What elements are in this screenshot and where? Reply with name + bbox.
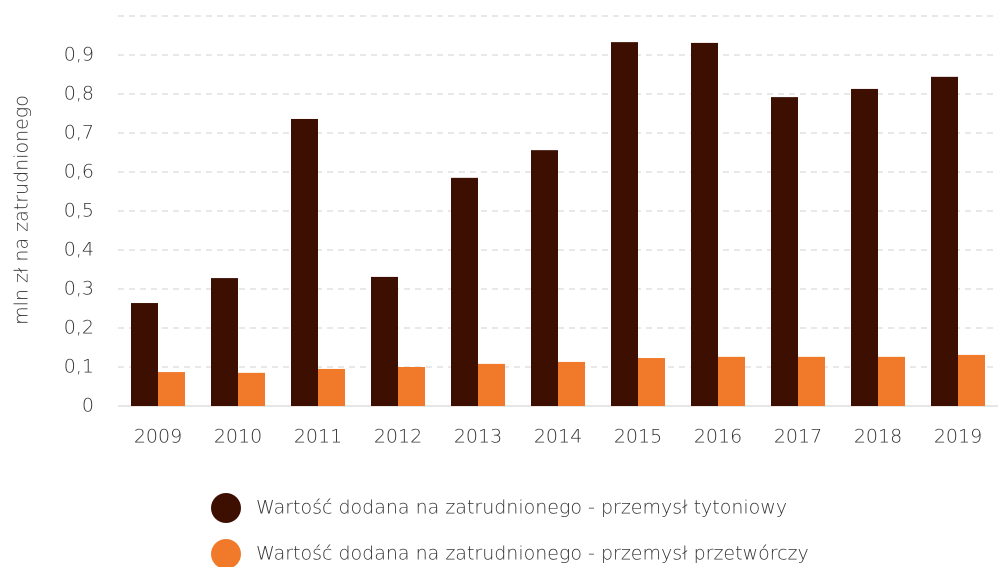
y-tick-label: 0,6 bbox=[64, 161, 94, 183]
bar bbox=[451, 177, 478, 406]
bar bbox=[318, 368, 345, 406]
bar bbox=[611, 42, 638, 406]
y-axis-label: mln zł na zatrudnionego bbox=[11, 95, 33, 325]
x-tick-label: 2011 bbox=[294, 426, 342, 448]
legend-swatch bbox=[211, 539, 241, 569]
bar bbox=[291, 118, 318, 407]
bar bbox=[478, 363, 505, 406]
bar bbox=[878, 356, 905, 406]
x-tick-label: 2017 bbox=[774, 426, 822, 448]
legend-label: Wartość dodana na zatrudnionego - przemy… bbox=[256, 543, 809, 565]
bar bbox=[371, 276, 398, 406]
x-tick-label: 2019 bbox=[934, 426, 982, 448]
bar bbox=[211, 278, 238, 406]
x-tick-label: 2018 bbox=[854, 426, 902, 448]
y-tick-label: 0,3 bbox=[64, 278, 94, 300]
y-tick-label: 0,7 bbox=[64, 122, 94, 144]
x-tick-label: 2012 bbox=[374, 426, 422, 448]
y-tick-label: 0,8 bbox=[64, 83, 94, 105]
y-tick-label: 0,9 bbox=[64, 44, 94, 66]
bar bbox=[131, 303, 158, 406]
y-tick-label: 0,5 bbox=[64, 200, 94, 222]
bar bbox=[958, 354, 985, 406]
bar bbox=[798, 356, 825, 406]
x-tick-label: 2015 bbox=[614, 426, 662, 448]
bar bbox=[691, 42, 718, 406]
y-tick-label: 0,1 bbox=[64, 356, 94, 378]
bar bbox=[558, 361, 585, 406]
x-tick-label: 2009 bbox=[134, 426, 182, 448]
x-tick-label: 2014 bbox=[534, 426, 582, 448]
bar bbox=[718, 356, 745, 406]
x-tick-label: 2013 bbox=[454, 426, 502, 448]
bar bbox=[638, 358, 665, 406]
bar bbox=[158, 372, 185, 406]
bar bbox=[931, 76, 958, 406]
bar bbox=[398, 367, 425, 406]
bar bbox=[238, 372, 265, 406]
y-tick-label: 0 bbox=[82, 395, 94, 417]
bar bbox=[531, 150, 558, 406]
legend-swatch bbox=[211, 493, 241, 523]
x-tick-label: 2010 bbox=[214, 426, 262, 448]
bar bbox=[851, 88, 878, 407]
y-tick-label: 0,4 bbox=[64, 239, 94, 261]
bar bbox=[771, 97, 798, 407]
x-tick-label: 2016 bbox=[694, 426, 742, 448]
y-tick-label: 0,2 bbox=[64, 317, 94, 339]
legend-label: Wartość dodana na zatrudnionego - przemy… bbox=[256, 497, 787, 519]
